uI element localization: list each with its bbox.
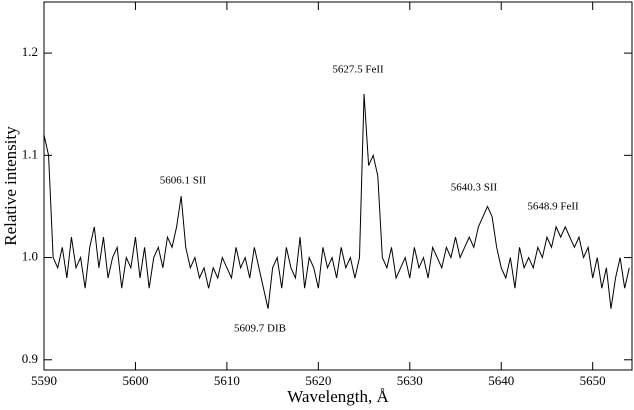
annotation: 5606.1 SII	[160, 175, 207, 187]
y-tick-label: 1.1	[22, 146, 38, 161]
x-tick-label: 5650	[580, 373, 606, 388]
y-tick-label: 1.0	[22, 249, 38, 264]
y-tick-label: 0.9	[22, 351, 38, 366]
y-axis-title: Relative intensity	[1, 126, 20, 246]
annotation: 5609.7 DIB	[234, 323, 286, 335]
x-tick-label: 5610	[214, 373, 240, 388]
x-tick-label: 5620	[305, 373, 331, 388]
x-tick-label: 5590	[31, 373, 57, 388]
annotation: 5627.5 FeII	[332, 64, 384, 76]
x-axis-title: Wavelength, Å	[287, 387, 389, 406]
annotation: 5648.9 FeII	[527, 201, 579, 213]
plot-frame	[43, 1, 633, 371]
annotation: 5640.3 SII	[451, 182, 498, 194]
x-tick-label: 5600	[122, 373, 148, 388]
x-tick-label: 5640	[488, 373, 514, 388]
x-tick-label: 5630	[397, 373, 423, 388]
spectrum-line	[43, 93, 630, 309]
y-tick-label: 1.2	[22, 44, 38, 59]
